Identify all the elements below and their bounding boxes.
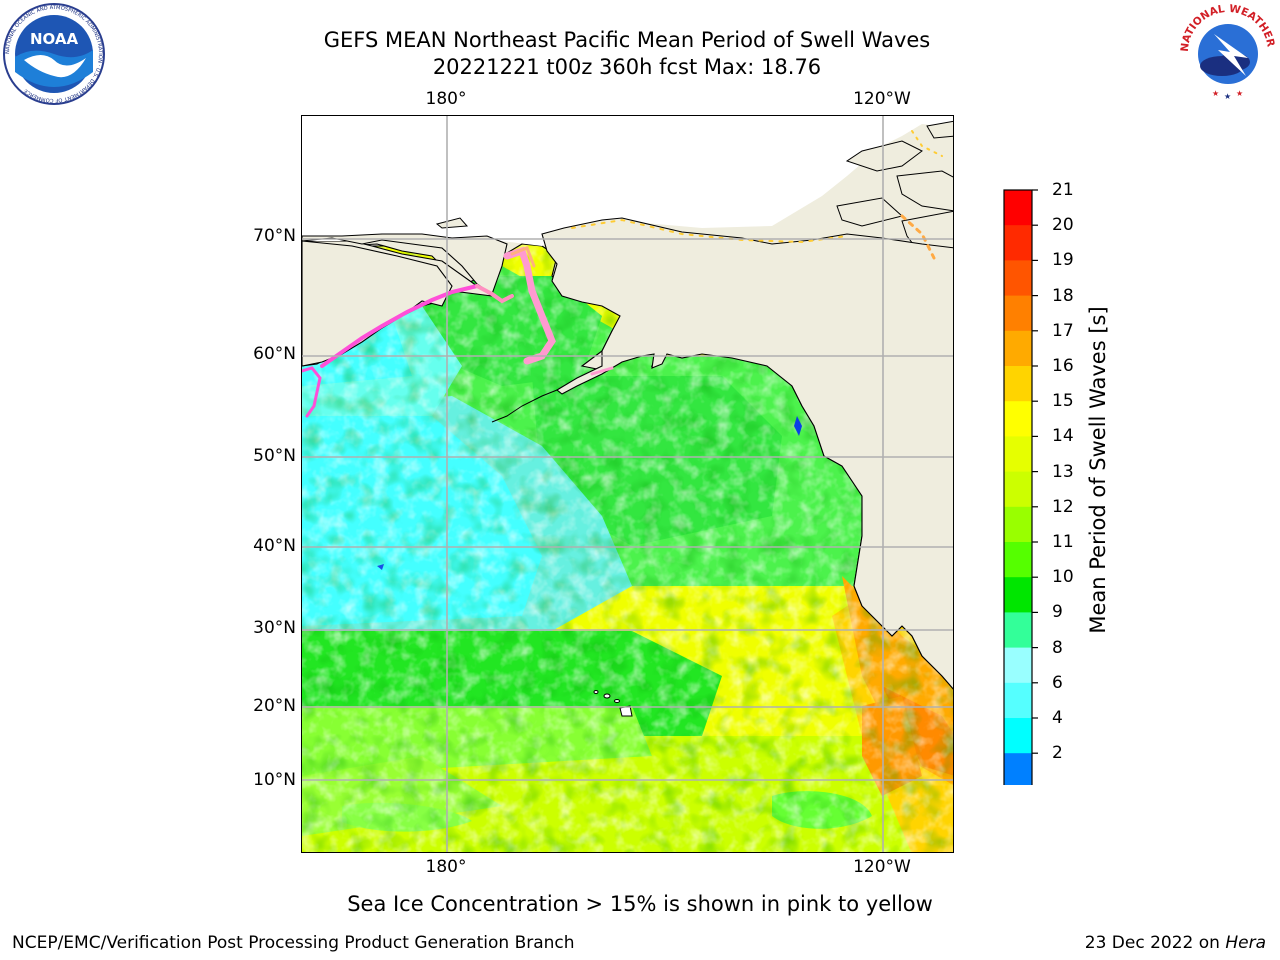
nws-logo: NATIONAL WEATHER SERVICE ★ ★ ★	[1178, 2, 1277, 101]
sea-ice	[302, 130, 943, 418]
arctic-island-4	[836, 197, 904, 227]
colorbar-segment	[1004, 366, 1032, 402]
colorbar-frame	[1003, 189, 1033, 785]
colorbar-tick-label: 8	[1052, 637, 1063, 658]
lat-label-60n: 60°N	[253, 344, 296, 364]
lat-label-20n: 20°N	[253, 696, 296, 716]
colorbar-segment	[1004, 647, 1032, 684]
map-panel	[301, 115, 954, 853]
arctic-island-3	[926, 120, 953, 139]
colorbar-segment	[1004, 260, 1032, 297]
colorbar-segment	[1004, 295, 1032, 332]
colorbar-segment	[1004, 225, 1032, 261]
colorbar-label: Mean Period of Swell Waves [s]	[1086, 306, 1110, 634]
colorbar-segment	[1004, 190, 1032, 226]
colorbar	[1003, 189, 1038, 785]
lat-label-10n: 10°N	[253, 770, 296, 790]
colorbar-tick-label: 17	[1052, 320, 1074, 341]
date-text: 23 Dec 2022 on Hera	[1084, 933, 1266, 953]
colorbar-segment	[1004, 471, 1032, 508]
lon-label-bottom-180: 180°	[425, 857, 467, 877]
lat-label-70n: 70°N	[253, 226, 296, 246]
lat-label-50n: 50°N	[253, 446, 296, 466]
hawaii-islands	[593, 690, 633, 717]
colorbar-tick-label: 18	[1052, 285, 1074, 306]
arctic-island-1	[845, 140, 923, 172]
lat-label-40n: 40°N	[253, 536, 296, 556]
colorbar-segment	[1004, 612, 1032, 649]
svg-text:★: ★	[1224, 92, 1231, 101]
colorbar-tick-label: 21	[1052, 180, 1074, 200]
colorbar-tick-label: 11	[1052, 532, 1074, 552]
colorbar-segment	[1004, 506, 1032, 543]
colorbar-segment	[1004, 542, 1032, 578]
lon-label-top-180: 180°	[425, 89, 467, 109]
aleutian-islands	[491, 389, 558, 423]
colorbar-segment	[1004, 718, 1032, 754]
colorbar-segment	[1004, 330, 1032, 367]
chart-title: GEFS MEAN Northeast Pacific Mean Period …	[323, 28, 931, 52]
alaska-canada-coast	[541, 217, 953, 690]
colorbar-tick-label: 4	[1052, 708, 1063, 728]
colorbar-tick-label: 6	[1052, 672, 1063, 693]
svg-text:★: ★	[1212, 89, 1219, 98]
graticule	[302, 116, 953, 852]
colorbar-segment	[1004, 401, 1032, 437]
colorbar-tick-label: 2	[1052, 743, 1063, 764]
colorbar-segment	[1004, 577, 1032, 613]
host-name: Hera	[1225, 933, 1266, 953]
lon-label-bottom-120w: 120°W	[853, 857, 911, 877]
colorbar-segment	[1004, 682, 1032, 719]
noaa-logo-text: NOAA	[30, 30, 79, 48]
colorbar-tick-label: 10	[1052, 567, 1074, 588]
lat-label-30n: 30°N	[253, 618, 296, 638]
colorbar-tick-label: 12	[1052, 496, 1074, 517]
svg-text:★: ★	[1236, 89, 1243, 98]
siberia-coast	[302, 233, 508, 295]
colorbar-tick-label: 15	[1052, 391, 1074, 412]
colorbar-tick-label: 20	[1052, 215, 1074, 236]
noaa-logo: NOAA NATIONAL OCEANIC AND ATMOSPHERIC AD…	[3, 3, 105, 105]
lon-label-top-120w: 120°W	[853, 89, 911, 109]
colorbar-tick-label: 16	[1052, 356, 1074, 376]
colorbar-tick-label: 19	[1052, 250, 1074, 271]
credit-text: NCEP/EMC/Verification Post Processing Pr…	[12, 933, 575, 953]
colorbar-segment	[1004, 753, 1032, 785]
swell-period-map	[302, 116, 953, 852]
colorbar-tick-label: 13	[1052, 461, 1074, 482]
colorbar-tick-label: 9	[1052, 602, 1063, 623]
colorbar-segment	[1004, 436, 1032, 473]
sea-ice-footnote: Sea Ice Concentration > 15% is shown in …	[347, 892, 933, 916]
colorbar-tick-label: 14	[1052, 426, 1074, 447]
arctic-island-2	[896, 170, 953, 212]
chart-subtitle: 20221221 t00z 360h fcst Max: 18.76	[432, 55, 822, 79]
